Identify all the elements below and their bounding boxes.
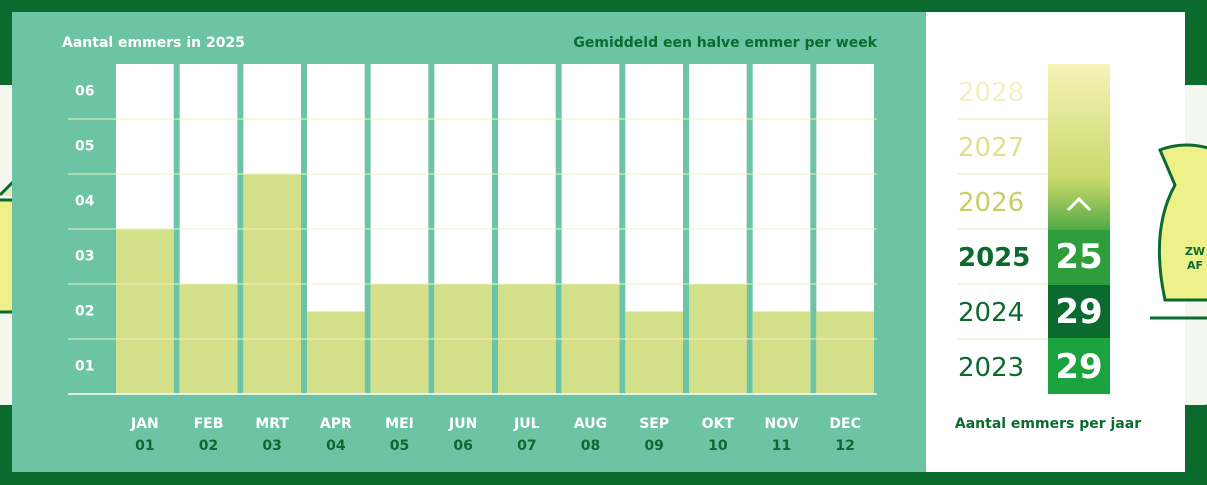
year-label: 2027 [958,133,1024,163]
x-tick-number: 01 [135,438,154,454]
x-tick-label: JUL [513,416,540,432]
x-tick-label: SEP [639,416,669,432]
x-tick-number: 11 [772,438,791,454]
year-label: 2025 [958,243,1030,273]
x-tick-number: 10 [708,438,728,454]
x-tick-label: MEI [385,416,414,432]
x-tick-number: 04 [326,438,346,454]
year-label: 2024 [958,298,1024,328]
x-tick-number: 05 [390,438,409,454]
x-tick-label: JAN [130,416,159,432]
x-tick-number: 09 [644,438,663,454]
x-tick-number: 06 [453,438,472,454]
bar [816,312,874,395]
bag-text: ZW [1185,245,1205,258]
x-tick-number: 07 [517,438,536,454]
total-value: 29 [1055,347,1102,387]
x-tick-number: 12 [835,438,854,454]
bar [307,312,365,395]
x-tick-label: FEB [194,416,224,432]
year-label: 2028 [958,78,1024,108]
bar [753,312,811,395]
y-tick-label: 02 [75,304,94,320]
y-tick-label: 06 [75,84,94,100]
x-tick-number: 08 [581,438,600,454]
chart-subtitle: Gemiddeld een halve emmer per week [573,35,877,51]
chart-title: Aantal emmers in 2025 [62,35,245,51]
total-value: 29 [1055,292,1102,332]
x-tick-label: OKT [702,416,735,432]
y-tick-label: 01 [75,359,94,375]
x-tick-label: NOV [764,416,798,432]
page: ZW AF Aantal emmers in 2025 Gemiddeld ee… [0,0,1207,485]
y-tick-label: 04 [75,194,95,210]
total-value: 25 [1055,237,1102,277]
year-caption: Aantal emmers per jaar [955,416,1141,432]
bar [116,229,174,394]
x-tick-label: MRT [255,416,289,432]
year-label: 2023 [958,353,1024,383]
x-tick-label: APR [320,416,352,432]
x-tick-label: JUN [448,416,477,432]
x-tick-number: 02 [199,438,218,454]
y-tick-label: 03 [75,249,94,265]
screen: ZW AF Aantal emmers in 2025 Gemiddeld ee… [0,0,1207,485]
bar [625,312,683,395]
y-tick-label: 05 [75,139,94,155]
x-tick-label: AUG [574,416,607,432]
year-label: 2026 [958,188,1024,218]
bag-text: AF [1187,259,1203,272]
x-tick-label: DEC [829,416,860,432]
x-tick-number: 03 [262,438,281,454]
